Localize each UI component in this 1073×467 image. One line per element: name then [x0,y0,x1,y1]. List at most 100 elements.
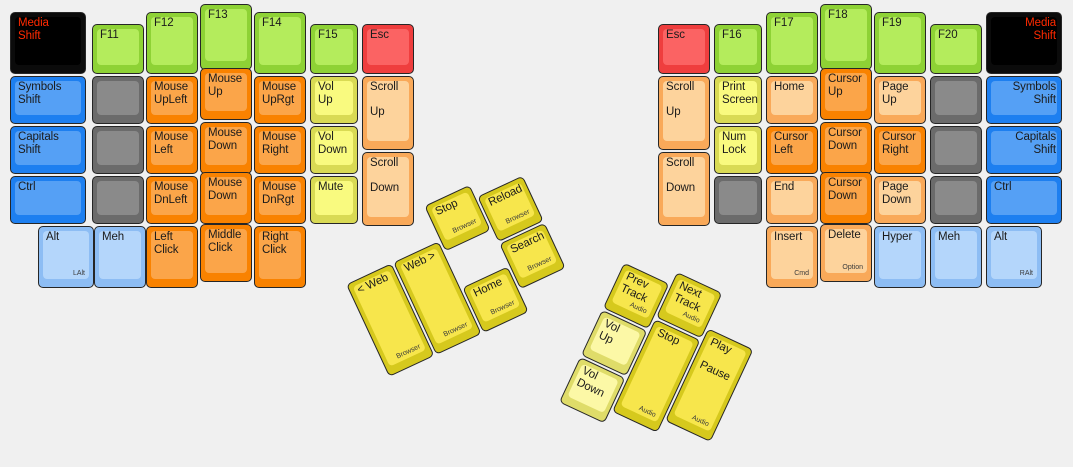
key-label: Mouse Down [208,127,243,152]
key-label: Mute [318,181,344,193]
key-meh[interactable]: Meh [930,226,982,288]
key-alt[interactable]: Alt RAlt [986,226,1042,288]
key-scroll-down[interactable]: Scroll Down [362,152,414,226]
key-sublabel: LAlt [72,270,85,277]
key-print-screen[interactable]: Print Screen [714,76,762,124]
key-face [151,181,193,215]
key-col-f20[interactable] [930,76,982,124]
key-face [151,17,193,65]
key-f20[interactable]: F20 [930,24,982,74]
key-mouse-upleft[interactable]: Mouse UpLeft [146,76,198,124]
key-col-f11[interactable] [92,76,144,124]
key-face [935,81,977,115]
key-f11[interactable]: F11 [92,24,144,74]
key-face [825,73,867,111]
key-f15[interactable]: F15 [310,24,358,74]
key-face [719,29,757,65]
key-cursor-left[interactable]: Cursor Left [766,126,818,174]
key-label: Cursor Left [774,131,808,156]
key-scroll-up[interactable]: Scroll Up [658,76,710,150]
key-label: Cursor Down [828,127,862,152]
key-f17[interactable]: F17 [766,12,818,74]
key-scroll-up[interactable]: Scroll Up [362,76,414,150]
key-cursor-up[interactable]: Cursor Up [820,68,872,120]
key-f19[interactable]: F19 [874,12,926,74]
key-f14[interactable]: F14 [254,12,306,74]
key-face [719,81,757,115]
key-media-shift[interactable]: Media Shift [10,12,86,74]
key-mouse-down[interactable]: Mouse Down [200,172,252,224]
key-face [259,17,301,65]
key-insert[interactable]: Insert Cmd [766,226,818,288]
key-cursor-down[interactable]: Cursor Down [820,172,872,224]
key-mouse-uprgt[interactable]: Mouse UpRgt [254,76,306,124]
key-col-f16[interactable] [714,176,762,224]
key-home[interactable]: Home [766,76,818,124]
key-middle-click[interactable]: Middle Click [200,224,252,282]
key-face [315,131,353,165]
key-num-lock[interactable]: Num Lock [714,126,762,174]
key-col-f11[interactable] [92,176,144,224]
key-label: Mouse Left [154,131,189,156]
key-f12[interactable]: F12 [146,12,198,74]
key-capitals-shift[interactable]: Capitals Shift [986,126,1062,174]
key-ctrl[interactable]: Ctrl [986,176,1062,224]
key-mouse-up[interactable]: Mouse Up [200,68,252,120]
key-mouse-dnleft[interactable]: Mouse DnLeft [146,176,198,224]
key-face [151,231,193,279]
key-face [97,181,139,215]
key-delete[interactable]: Delete Option [820,224,872,282]
key-vol-down[interactable]: Vol Down [310,126,358,174]
key-face [991,17,1057,65]
key-capitals-shift[interactable]: Capitals Shift [10,126,86,174]
key-alt[interactable]: Alt LAlt [38,226,94,288]
key-label: Right Click [262,231,289,256]
key-col-f20[interactable] [930,126,982,174]
key-mute[interactable]: Mute [310,176,358,224]
key-vol-up[interactable]: Vol Up [310,76,358,124]
key-mouse-right[interactable]: Mouse Right [254,126,306,174]
key-mouse-down[interactable]: Mouse Down [200,122,252,174]
key-left-click[interactable]: Left Click [146,226,198,288]
key-face [259,81,301,115]
key-face [15,17,81,65]
key-mouse-dnrgt[interactable]: Mouse DnRgt [254,176,306,224]
key-col-f20[interactable] [930,176,982,224]
key-symbols-shift[interactable]: Symbols Shift [986,76,1062,124]
key-f16[interactable]: F16 [714,24,762,74]
key-face [15,181,81,215]
key-cursor-down[interactable]: Cursor Down [820,122,872,174]
key-face [663,81,705,141]
key-label: F20 [938,29,958,41]
key-face [15,131,81,165]
key-face [205,229,247,273]
key-f18[interactable]: F18 [820,4,872,70]
key-page-down[interactable]: Page Down [874,176,926,224]
key-label: Home [774,81,805,93]
key-right-click[interactable]: Right Click [254,226,306,288]
key-scroll-down[interactable]: Scroll Down [658,152,710,226]
key-label: Mouse DnRgt [262,181,297,206]
key-meh[interactable]: Meh [94,226,146,288]
key-label: Alt [46,231,60,243]
key-label: Media Shift [1025,17,1056,42]
key-esc[interactable]: Esc [658,24,710,74]
key-cursor-right[interactable]: Cursor Right [874,126,926,174]
key-symbols-shift[interactable]: Symbols Shift [10,76,86,124]
key-face [259,181,301,215]
key-label: F16 [722,29,742,41]
key-page-up[interactable]: Page Up [874,76,926,124]
key-end[interactable]: End [766,176,818,224]
key-label: Vol Up [318,81,334,106]
key-media-shift[interactable]: Media Shift [986,12,1062,74]
key-hyper[interactable]: Hyper [874,226,926,288]
key-mouse-left[interactable]: Mouse Left [146,126,198,174]
key-f13[interactable]: F13 [200,4,252,70]
key-label: Print Screen [722,81,758,106]
key-face [771,131,813,165]
key-label: Mouse Down [208,177,243,202]
key-esc[interactable]: Esc [362,24,414,74]
key-col-f11[interactable] [92,126,144,174]
key-ctrl[interactable]: Ctrl [10,176,86,224]
key-label: Alt [994,231,1008,243]
